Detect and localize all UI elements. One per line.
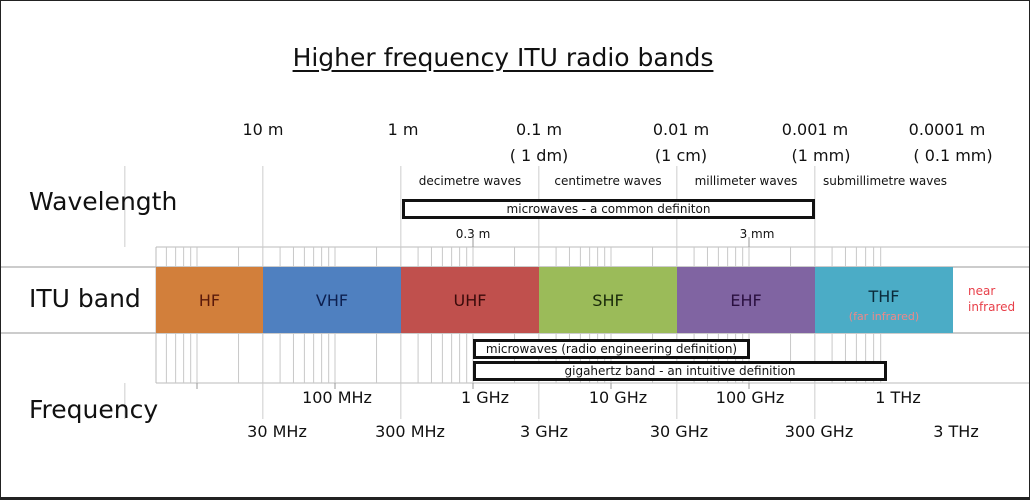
itu-band-axis-label: ITU band [29,284,141,313]
frequency-label: 1 GHz [460,388,510,407]
wavelength-label: 1 m [387,120,419,139]
wavelength-sublabel: (1 mm) [791,146,851,165]
diagram-title: Higher frequency ITU radio bands [292,43,714,72]
band-ehf: EHF [677,267,815,333]
frequency-label: 1 THz [875,388,921,407]
wavelength-sublabel: ( 1 dm) [509,146,569,165]
frequency-axis-label: Frequency [29,395,159,424]
band-name: VHF [315,291,349,310]
wavelength-label: 0.001 m [781,120,849,139]
inner-wavelength-label: 0.3 m [455,227,491,241]
frequency-boundary-label: 3 GHz [519,422,569,441]
microwaves-radio-definition-box: microwaves (radio engineering definition… [473,339,750,359]
wavelength-label: 0.0001 m [908,120,986,139]
frequency-boundary-label: 300 MHz [375,422,445,441]
band-subname: (far infrared) [848,310,920,323]
frequency-boundary-label: 30 GHz [649,422,709,441]
band-name: EHF [730,291,762,310]
band-hf: HF [156,267,263,333]
frequency-label: 10 GHz [588,388,648,407]
wave-region-label: millimeter waves [694,174,798,188]
wavelength-label: 0.1 m [515,120,563,139]
wavelength-axis-label: Wavelength [29,187,178,216]
wave-region-label: submillimetre waves [822,174,948,188]
inner-wavelength-label: 3 mm [739,227,775,241]
band-vhf: VHF [263,267,401,333]
near-infrared-label: near infrared [968,284,1016,314]
frequency-label: 100 MHz [302,388,372,407]
wave-region-label: centimetre waves [554,174,662,188]
band-name: SHF [592,291,624,310]
wavelength-sublabel: (1 cm) [654,146,708,165]
frequency-boundary-label: 30 MHz [247,422,307,441]
microwaves-common-definition-box: microwaves - a common definiton [402,199,815,219]
frequency-boundary-label: 3 THz [933,422,979,441]
band-name: HF [198,291,221,310]
frequency-boundary-label: 300 GHz [784,422,854,441]
wavelength-label: 0.01 m [652,120,710,139]
gigahertz-band-box: gigahertz band - an intuitive definition [473,361,887,381]
wavelength-sublabel: ( 0.1 mm) [913,146,993,165]
wave-region-label: decimetre waves [418,174,522,188]
band-thf: THF (far infrared) [815,267,953,333]
band-name: UHF [453,291,487,310]
wavelength-label: 10 m [242,120,284,139]
band-uhf: UHF [401,267,539,333]
frequency-label: 100 GHz [715,388,785,407]
band-name: THF [868,287,900,306]
band-shf: SHF [539,267,677,333]
